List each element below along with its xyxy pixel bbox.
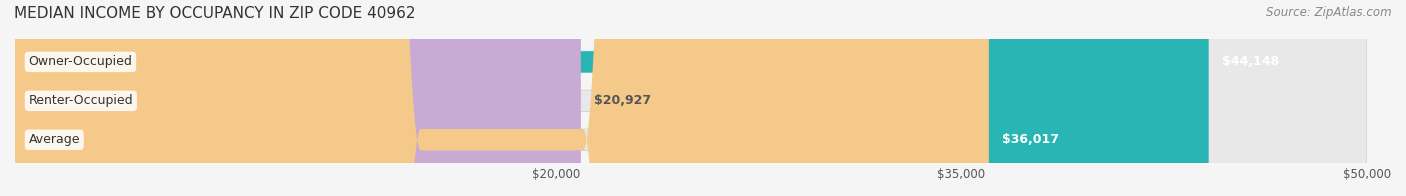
Text: $44,148: $44,148 xyxy=(1222,55,1279,68)
FancyBboxPatch shape xyxy=(15,0,581,196)
Text: Source: ZipAtlas.com: Source: ZipAtlas.com xyxy=(1267,6,1392,19)
FancyBboxPatch shape xyxy=(15,0,1367,196)
Text: Renter-Occupied: Renter-Occupied xyxy=(28,94,134,107)
FancyBboxPatch shape xyxy=(15,0,988,196)
Text: Average: Average xyxy=(28,133,80,146)
Text: $36,017: $36,017 xyxy=(1002,133,1059,146)
FancyBboxPatch shape xyxy=(15,0,1209,196)
FancyBboxPatch shape xyxy=(15,0,1367,196)
Text: Owner-Occupied: Owner-Occupied xyxy=(28,55,132,68)
Text: MEDIAN INCOME BY OCCUPANCY IN ZIP CODE 40962: MEDIAN INCOME BY OCCUPANCY IN ZIP CODE 4… xyxy=(14,6,416,21)
FancyBboxPatch shape xyxy=(15,0,1367,196)
Text: $20,927: $20,927 xyxy=(595,94,651,107)
